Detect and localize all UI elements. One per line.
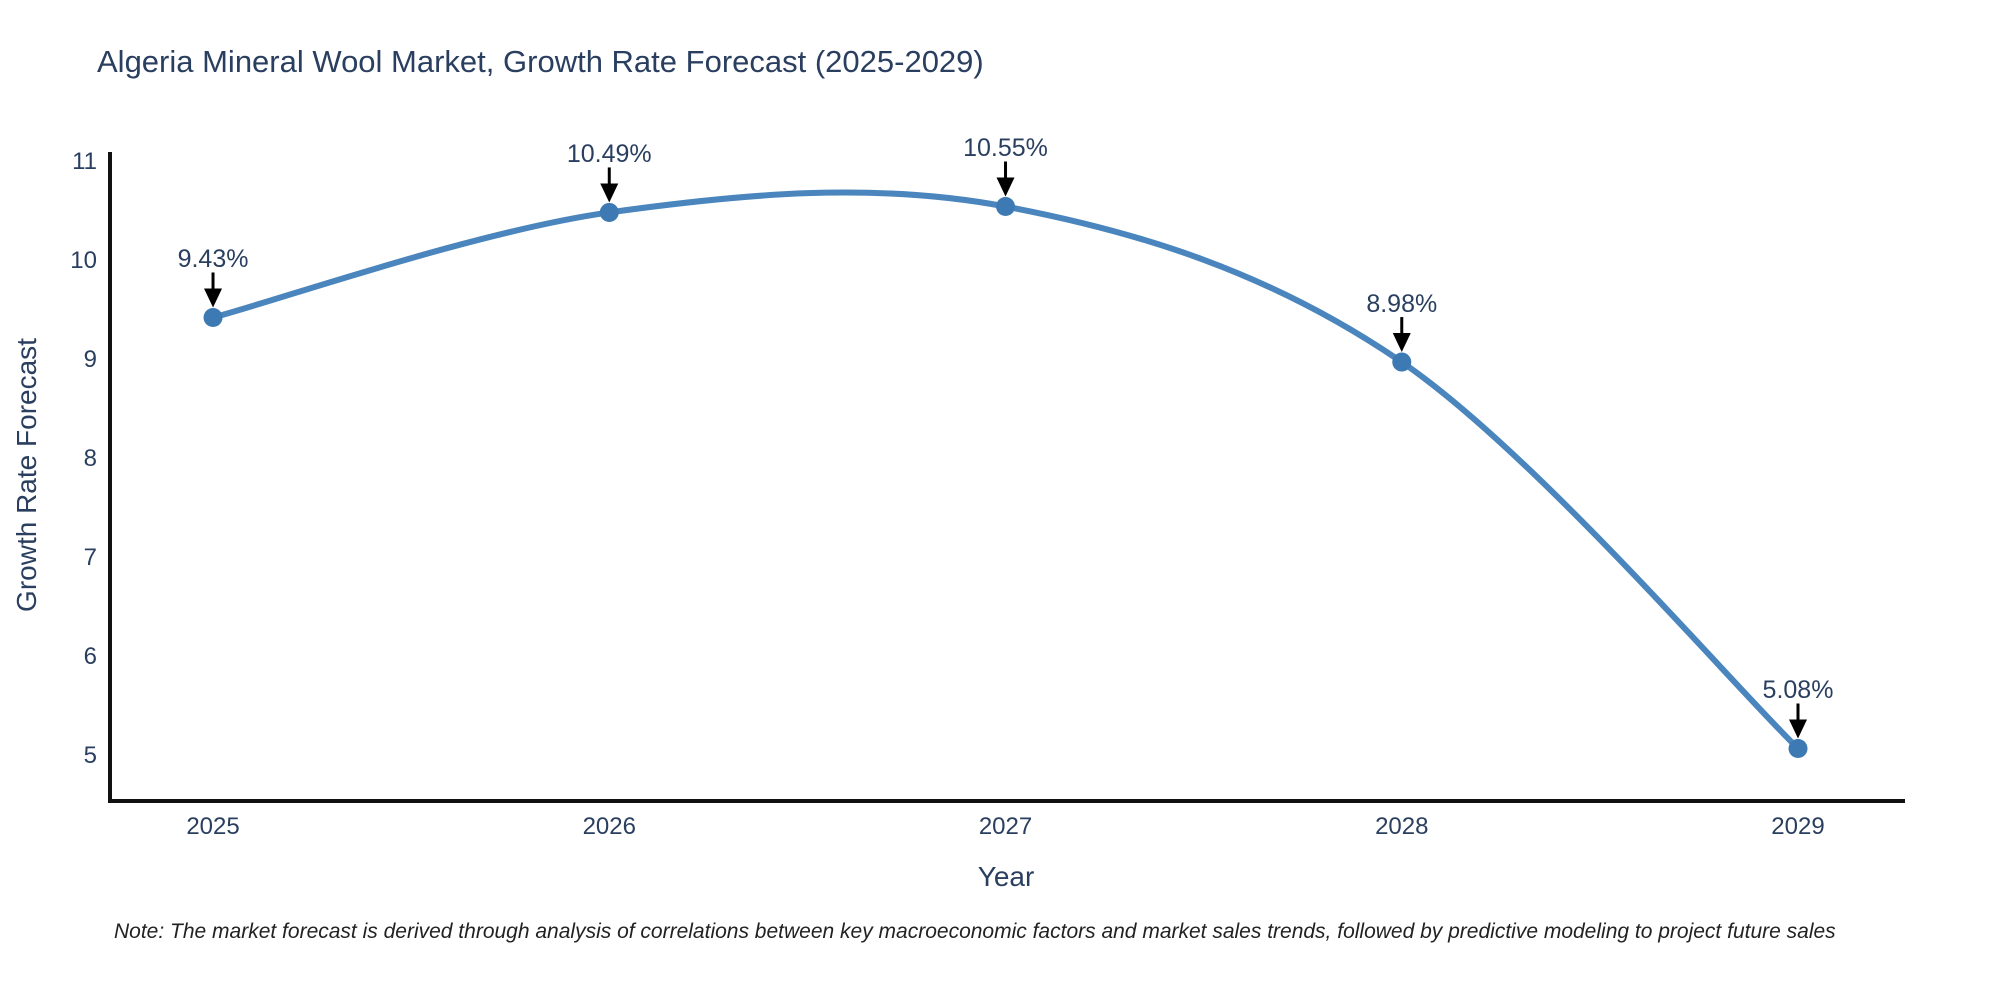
annotation-arrowhead-icon bbox=[996, 177, 1015, 197]
y-tick-label: 7 bbox=[83, 544, 97, 572]
data-point-marker[interactable] bbox=[203, 307, 223, 327]
y-tick-label: 6 bbox=[83, 643, 97, 671]
data-point-marker[interactable] bbox=[599, 202, 619, 222]
data-point-marker[interactable] bbox=[1788, 738, 1808, 758]
y-tick-label: 5 bbox=[83, 742, 97, 770]
y-tick-label: 11 bbox=[72, 147, 97, 175]
point-value-label: 9.43% bbox=[177, 245, 249, 274]
data-point-marker[interactable] bbox=[996, 196, 1016, 216]
y-tick-label: 8 bbox=[83, 445, 97, 473]
point-value-label: 8.98% bbox=[1366, 290, 1438, 319]
y-tick-label: 9 bbox=[83, 346, 97, 374]
annotation-arrowhead-icon bbox=[1789, 719, 1808, 739]
data-point-marker[interactable] bbox=[1392, 352, 1412, 372]
point-value-label: 10.49% bbox=[566, 140, 652, 169]
annotation-arrowhead-icon bbox=[204, 288, 223, 308]
chart-title: Algeria Mineral Wool Market, Growth Rate… bbox=[97, 44, 984, 79]
x-tick-label: 2026 bbox=[582, 813, 636, 840]
annotation-arrowhead-icon bbox=[1392, 333, 1411, 353]
y-tick-label: 10 bbox=[70, 246, 97, 274]
chart-footnote: Note: The market forecast is derived thr… bbox=[114, 920, 1836, 943]
series-line bbox=[210, 189, 1802, 752]
annotation-arrows bbox=[204, 161, 1808, 739]
annotation-arrowhead-icon bbox=[600, 183, 619, 203]
x-tick-label: 2027 bbox=[978, 813, 1033, 840]
data-point-markers bbox=[203, 196, 1808, 758]
x-tick-label: 2029 bbox=[1771, 813, 1825, 840]
x-tick-label: 2028 bbox=[1375, 813, 1429, 840]
x-tick-label: 2025 bbox=[186, 813, 240, 840]
y-axis-title: Growth Rate Forecast bbox=[11, 338, 42, 612]
point-value-label: 10.55% bbox=[963, 134, 1048, 163]
point-value-label: 5.08% bbox=[1762, 676, 1834, 705]
x-axis-title: Year bbox=[977, 861, 1035, 892]
